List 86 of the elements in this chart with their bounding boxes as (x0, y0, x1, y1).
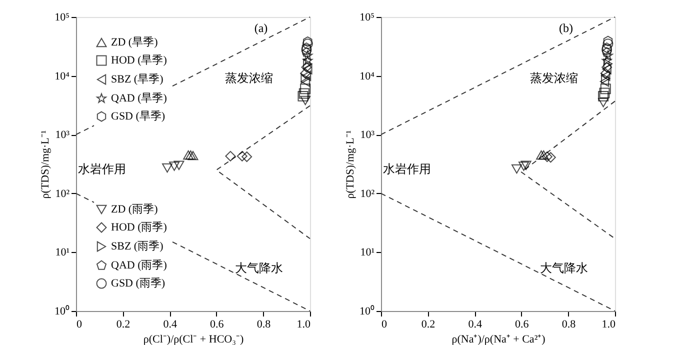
x-tick-label: 0.2 (116, 318, 130, 330)
point (302, 56, 313, 66)
point (301, 47, 312, 57)
x-tick-label: 0.4 (468, 318, 482, 330)
point (518, 162, 529, 171)
point (300, 84, 311, 94)
legend-label: ZD (雨季) (111, 202, 158, 216)
y-tick-label: 10¹ (55, 246, 70, 259)
legend-label: QAD (雨季) (111, 258, 168, 272)
y-tick-label: 10² (55, 188, 70, 200)
annotation: 蒸发浓缩 (530, 71, 578, 85)
x-tick-label: 0 (382, 318, 388, 330)
legend-label: SBZ (雨季) (111, 240, 164, 252)
x-axis-title: ρ(Cl⁻)/ρ(Cl⁻ + HCO₃⁻) (143, 334, 244, 345)
x-tick-label: 0.8 (256, 318, 272, 330)
x-tick-label: 0.4 (163, 318, 178, 330)
point (545, 152, 556, 163)
legend-label: SBZ (旱季) (111, 72, 164, 86)
point (600, 68, 611, 79)
point (511, 164, 522, 174)
point (603, 36, 613, 46)
point (600, 84, 611, 94)
x-tick-label: 1.0 (296, 318, 311, 330)
y-tick-label: 10³ (55, 129, 70, 142)
point (169, 162, 180, 171)
point (602, 56, 612, 66)
annotation: (a) (254, 21, 268, 35)
y-tick-label: 10⁵ (360, 12, 375, 24)
y-tick-label: 10⁴ (360, 70, 375, 82)
y-axis-title: ρ(TDS)/mg·L⁻¹ (40, 130, 52, 199)
x-tick-label: 0.8 (562, 318, 576, 330)
x-tick-label: 0 (76, 318, 82, 330)
point (300, 76, 310, 87)
legend-label: GSD (旱季) (111, 110, 166, 122)
x-tick-label: 0.6 (515, 318, 530, 330)
point (242, 152, 252, 162)
legend-label: ZD (旱季) (111, 36, 158, 48)
y-axis-title: ρ(TDS)/mg·L⁻¹ (344, 130, 356, 199)
x-tick-label: 0.2 (421, 318, 436, 330)
point (302, 50, 313, 60)
point (602, 50, 613, 60)
y-tick-label: 10³ (360, 129, 376, 142)
point (303, 36, 312, 47)
point (603, 58, 613, 70)
y-tick-label: 10⁰ (360, 304, 374, 318)
point (300, 96, 311, 106)
point (303, 58, 312, 70)
point (188, 150, 198, 160)
annotation: 水岩作用 (78, 162, 126, 176)
annotation: (b) (559, 21, 573, 35)
point (602, 47, 612, 57)
x-tick-label: 0.6 (210, 318, 224, 330)
point (302, 38, 313, 50)
point (300, 68, 311, 79)
y-tick-label: 10² (360, 188, 376, 200)
legend-label: HOD (旱季) (111, 54, 168, 66)
point (602, 38, 614, 50)
point (598, 98, 609, 108)
legend-label: QAD (旱季) (111, 92, 168, 104)
annotation: 水岩作用 (383, 162, 431, 176)
point (300, 73, 310, 84)
point (520, 160, 532, 170)
annotation: 蒸发浓缩 (225, 71, 273, 85)
point (162, 163, 173, 173)
x-tick-label: 1.0 (602, 318, 616, 330)
point (298, 88, 310, 99)
point (225, 150, 236, 162)
y-tick-label: 10⁴ (54, 70, 70, 82)
y-tick-label: 10⁵ (54, 12, 70, 24)
annotation: 大气降水 (235, 261, 283, 275)
point (601, 70, 610, 82)
y-tick-label: 10¹ (360, 246, 374, 259)
point (601, 73, 610, 84)
x-axis-title: ρ(Na⁺)/ρ(Na⁺ + Ca²⁺) (452, 334, 546, 345)
point (542, 152, 552, 162)
legend-label: HOD (雨季) (111, 220, 168, 234)
point (174, 160, 184, 170)
y-tick-label: 10⁰ (54, 304, 70, 318)
point (598, 90, 609, 102)
point (599, 88, 610, 98)
point (600, 76, 610, 87)
legend-label: GSD (雨季) (111, 276, 166, 290)
point (298, 90, 308, 102)
point (302, 70, 312, 82)
annotation: 大气降水 (540, 261, 588, 275)
point (236, 150, 248, 162)
